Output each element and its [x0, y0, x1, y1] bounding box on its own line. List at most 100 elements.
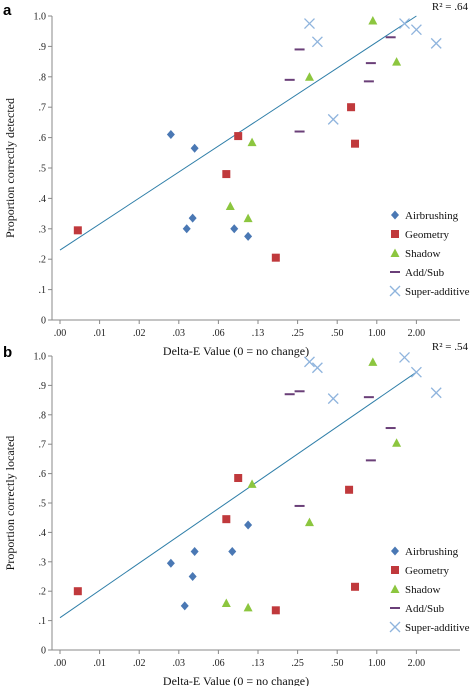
- data-point-stroke: [327, 113, 339, 125]
- x-tick-label: .00: [54, 658, 67, 669]
- y-tick-label: 0: [41, 646, 46, 657]
- x-axis-title: Delta-E Value (0 = no change): [163, 344, 309, 358]
- x-tick-label: .13: [252, 328, 265, 339]
- legend-marker: [390, 584, 400, 593]
- data-point: [243, 213, 253, 223]
- legend-label: Add/Sub: [405, 603, 445, 615]
- legend-marker-stroke: [389, 285, 401, 297]
- data-point: [304, 18, 315, 30]
- data-point: [182, 224, 191, 234]
- series-add-sub: [284, 390, 396, 507]
- legend-marker: [391, 566, 399, 574]
- data-point: [230, 224, 239, 234]
- data-point: [304, 72, 314, 81]
- series-super-additive: [304, 18, 442, 125]
- panel-label: b: [3, 344, 12, 361]
- chart-panel-b: 0 .1 .2 .3 .4 .5 .6 .7 .8 .9 1.0 .00 .01 .02 .03 .06 .13…: [3, 341, 470, 686]
- data-point: [311, 362, 323, 374]
- y-tick-label: 1.0: [34, 12, 47, 23]
- data-point: [243, 602, 253, 612]
- data-point: [166, 558, 175, 568]
- data-point: [244, 231, 253, 241]
- data-point: [228, 547, 237, 557]
- legend-marker: [389, 285, 401, 297]
- legend-label: Geometry: [405, 229, 449, 241]
- data-point: [234, 474, 243, 483]
- legend-marker-stroke: [389, 621, 401, 633]
- data-point: [234, 132, 243, 141]
- series-geometry: [73, 474, 360, 615]
- x-tick-label: .02: [133, 658, 146, 669]
- y-tick-label: .1: [39, 616, 47, 627]
- data-point: [271, 606, 280, 615]
- x-tick-label: .03: [173, 658, 186, 669]
- legend-label: Airbrushing: [405, 210, 459, 222]
- data-point-stroke: [327, 393, 339, 405]
- legend-label: Airbrushing: [405, 546, 459, 558]
- data-point: [244, 520, 253, 530]
- data-point: [166, 130, 175, 140]
- data-point: [190, 143, 199, 153]
- data-point: [73, 587, 82, 596]
- data-point: [304, 517, 314, 527]
- data-point-stroke: [399, 18, 410, 30]
- data-point: [430, 37, 442, 49]
- x-tick-label: .25: [291, 658, 304, 669]
- data-point: [347, 103, 356, 112]
- r-squared-label: R² = .54: [432, 341, 469, 353]
- y-tick-label: .8: [39, 410, 47, 421]
- data-point: [180, 601, 189, 611]
- legend-marker: [389, 621, 401, 633]
- data-point: [73, 226, 82, 235]
- data-point-stroke: [430, 37, 442, 49]
- x-tick-label: 2.00: [408, 328, 426, 339]
- data-point-stroke: [399, 352, 410, 363]
- data-point: [222, 170, 231, 179]
- data-point-stroke: [304, 18, 315, 30]
- x-tick-label: .02: [133, 328, 146, 339]
- y-tick-label: .3: [39, 224, 47, 235]
- legend-label: Add/Sub: [405, 267, 445, 279]
- data-point-stroke: [304, 356, 315, 368]
- data-point: [225, 201, 235, 210]
- data-point: [399, 18, 410, 30]
- y-axis-title: Proportion correctly detected: [3, 98, 17, 238]
- x-tick-label: 1.00: [368, 658, 386, 669]
- series-airbrushing: [166, 520, 253, 611]
- data-point: [399, 352, 410, 363]
- x-tick-label: .03: [173, 328, 186, 339]
- y-tick-label: .9: [39, 42, 47, 53]
- y-tick-label: .3: [39, 557, 47, 568]
- series-geometry: [73, 103, 360, 262]
- legend-marker: [391, 230, 399, 238]
- legend: Airbrushing Geometry Shadow Add/Sub Super-ad…: [389, 546, 470, 634]
- y-tick-label: .7: [39, 440, 47, 451]
- y-tick-label: .4: [39, 194, 47, 205]
- legend-label: Shadow: [405, 248, 441, 260]
- y-tick-label: .2: [39, 255, 47, 266]
- data-point: [311, 36, 323, 48]
- x-tick-label: .01: [93, 328, 106, 339]
- data-point-stroke: [311, 36, 323, 48]
- panel-label: a: [3, 2, 12, 19]
- y-tick-label: .2: [39, 587, 47, 598]
- data-point: [410, 366, 422, 378]
- series-shadow: [225, 16, 402, 223]
- legend-marker: [391, 546, 399, 556]
- data-point: [410, 24, 422, 36]
- y-tick-label: .5: [39, 164, 47, 175]
- data-point: [351, 139, 360, 148]
- data-point: [188, 213, 197, 223]
- x-tick-label: .06: [212, 328, 225, 339]
- y-tick-label: .8: [39, 72, 47, 83]
- series-shadow: [221, 357, 402, 612]
- data-point-stroke: [311, 362, 323, 374]
- data-point: [271, 253, 280, 262]
- y-tick-label: .4: [39, 528, 47, 539]
- data-point: [304, 356, 315, 368]
- data-point-stroke: [410, 24, 422, 36]
- series-add-sub: [284, 36, 396, 133]
- data-point: [392, 57, 402, 66]
- y-tick-label: .1: [39, 285, 47, 296]
